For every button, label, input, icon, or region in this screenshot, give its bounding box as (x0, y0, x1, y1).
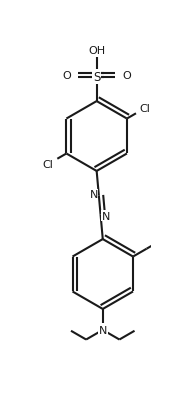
Text: N: N (102, 211, 110, 221)
Text: N: N (98, 325, 107, 335)
Text: N: N (89, 190, 98, 200)
Text: S: S (93, 71, 100, 84)
Text: O: O (63, 71, 71, 81)
Text: O: O (122, 71, 131, 81)
Text: Cl: Cl (140, 104, 151, 114)
Text: Cl: Cl (43, 159, 54, 170)
Text: OH: OH (88, 46, 105, 56)
